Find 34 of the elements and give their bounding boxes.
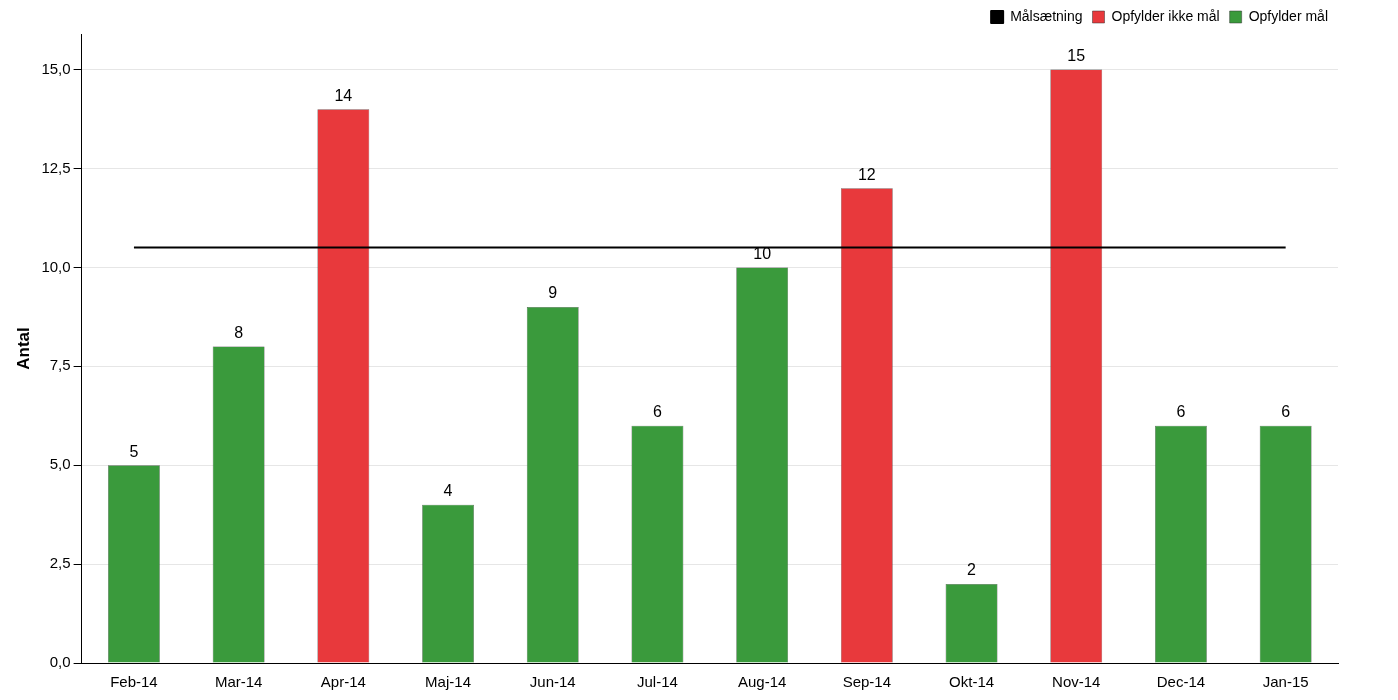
data-label: 9: [548, 284, 558, 302]
data-label: 4: [443, 482, 453, 500]
y-tick-label: 5,0: [49, 455, 71, 473]
data-label: 6: [1281, 403, 1291, 421]
y-tick-label: 2,5: [49, 554, 71, 572]
x-tick-label: Maj-14: [425, 673, 471, 691]
data-label: 6: [1176, 403, 1186, 421]
x-tick-label: Nov-14: [1052, 673, 1101, 691]
x-tick-label: Mar-14: [214, 673, 263, 691]
x-tick-label: Feb-14: [110, 673, 158, 691]
data-label: 14: [334, 86, 353, 104]
y-tick-label: 12,5: [41, 158, 71, 176]
x-tick-label: Sep-14: [842, 673, 892, 691]
x-tick-label: Apr-14: [320, 673, 366, 691]
data-label: 2: [967, 561, 977, 579]
data-label: 5: [129, 442, 139, 460]
y-tick-label: 10,0: [41, 257, 71, 275]
x-tick-label: Jun-14: [529, 673, 576, 691]
data-label: 6: [652, 403, 662, 421]
x-tick-label: Okt-14: [949, 673, 995, 691]
legend-label: Målsætning: [1010, 7, 1083, 24]
x-tick-label: Dec-14: [1156, 673, 1206, 691]
legend-label: Opfylder mål: [1248, 7, 1328, 24]
data-label: 12: [857, 165, 876, 183]
x-tick-label: Jul-14: [637, 673, 678, 691]
y-tick-label: 15,0: [41, 59, 71, 77]
data-label: 8: [234, 323, 244, 341]
y-axis-title: Antal: [13, 327, 33, 370]
y-tick-label: 7,5: [49, 356, 71, 374]
legend-label: Opfylder ikke mål: [1111, 7, 1220, 24]
data-label: 15: [1067, 47, 1086, 65]
x-tick-label: Jan-15: [1262, 673, 1309, 691]
y-tick-label: 0,0: [49, 653, 71, 671]
x-tick-label: Aug-14: [737, 673, 787, 691]
